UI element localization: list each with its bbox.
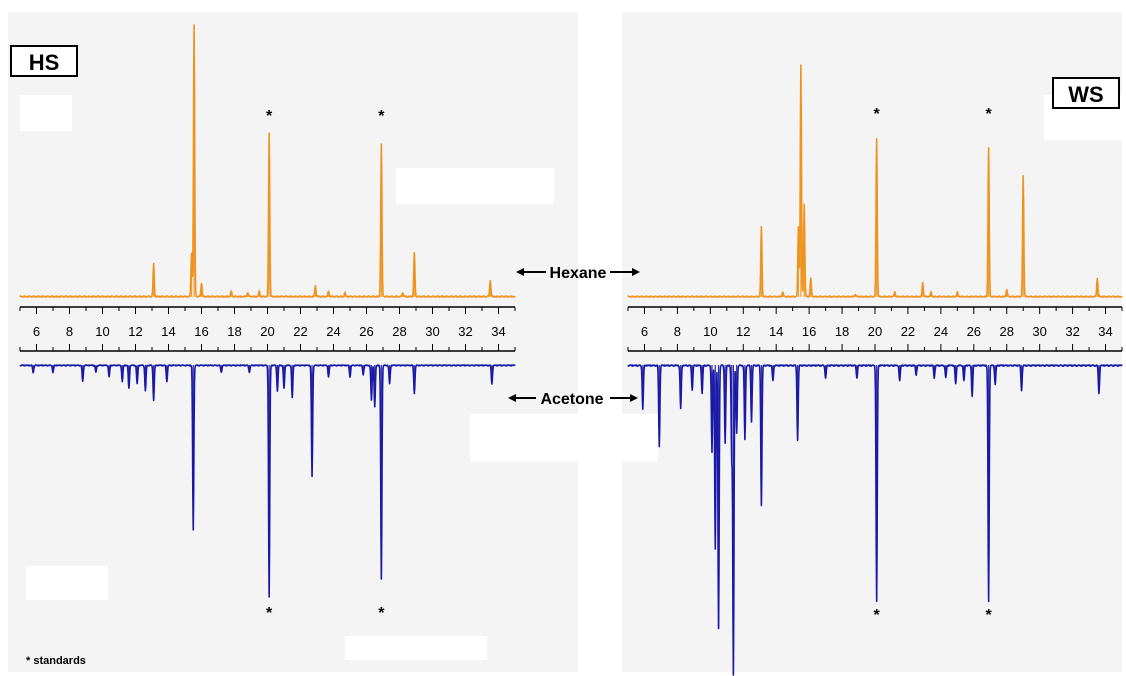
arrow-right-icon (630, 394, 638, 402)
x-tick-label: 10 (703, 324, 717, 339)
x-tick-label: 10 (95, 324, 109, 339)
hs-chart: 6 8 10 12 14 16 18 20 22 24 26 28 30 32 34 * * * * (19, 24, 516, 622)
standard-marker-hexane: * (986, 106, 993, 123)
x-tick-label: 18 (835, 324, 849, 339)
x-tick-label: 26 (359, 324, 373, 339)
x-tick-label: 24 (326, 324, 340, 339)
hexane-trace (19, 24, 516, 298)
standard-marker-acetone: * (874, 607, 881, 624)
white-patch (345, 636, 487, 660)
arrow-left-icon (516, 268, 524, 276)
x-tick-label: 30 (425, 324, 439, 339)
x-tick-label: 28 (999, 324, 1013, 339)
x-tick-label: 22 (293, 324, 307, 339)
arrow-left-icon (508, 394, 516, 402)
x-tick-label: 16 (194, 324, 208, 339)
hs-label-box: HS (10, 45, 78, 77)
hexane-trace (627, 64, 1123, 298)
x-tick-label: 12 (128, 324, 142, 339)
x-tick-label: 34 (491, 324, 505, 339)
x-tick-label: 18 (227, 324, 241, 339)
x-tick-label: 30 (1032, 324, 1046, 339)
left-panel-background (8, 12, 578, 672)
standard-marker-hexane: * (378, 108, 385, 125)
standard-marker-acetone: * (986, 607, 993, 624)
acetone-trace (627, 364, 1123, 676)
x-tick-label: 12 (736, 324, 750, 339)
white-patch (470, 414, 658, 462)
acetone-label-group: Acetone (508, 391, 638, 408)
x-tick-label: 8 (674, 324, 681, 339)
x-tick-label: 14 (161, 324, 175, 339)
hexane-label: Hexane (550, 265, 607, 282)
x-tick-label: 34 (1098, 324, 1112, 339)
arrow-right-icon (632, 268, 640, 276)
hs-label-frame (10, 45, 78, 77)
hexane-label-group: Hexane (516, 265, 640, 282)
x-tick-label: 20 (260, 324, 274, 339)
x-tick-label: 32 (1065, 324, 1079, 339)
white-patch (20, 95, 72, 131)
acetone-label: Acetone (540, 391, 603, 408)
x-tick-label: 22 (901, 324, 915, 339)
x-tick-label: 20 (868, 324, 882, 339)
x-tick-label: 28 (392, 324, 406, 339)
x-tick-label: 32 (458, 324, 472, 339)
white-patch (26, 566, 108, 600)
ws-label: WS (1068, 82, 1103, 107)
ws-chart: 6 8 10 12 14 16 18 20 22 24 26 28 30 32 34 * * * * (627, 64, 1123, 676)
ws-label-box: WS (1052, 77, 1120, 109)
right-panel-background (622, 12, 1122, 672)
footnote-standards: * standards (26, 655, 86, 667)
ws-label-frame (1052, 77, 1120, 109)
x-tick-label: 16 (802, 324, 816, 339)
x-tick-label: 14 (769, 324, 783, 339)
x-tick-label: 6 (641, 324, 648, 339)
x-tick-label: 6 (33, 324, 40, 339)
acetone-trace (19, 364, 516, 598)
standard-marker-hexane: * (266, 108, 273, 125)
x-tick-label: 8 (66, 324, 73, 339)
standard-marker-hexane: * (874, 106, 881, 123)
standard-marker-acetone: * (378, 605, 385, 622)
x-tick-label: 24 (934, 324, 948, 339)
standard-marker-acetone: * (266, 605, 273, 622)
x-tick-label: 26 (967, 324, 981, 339)
white-patch (396, 168, 554, 204)
hs-label: HS (29, 50, 60, 75)
